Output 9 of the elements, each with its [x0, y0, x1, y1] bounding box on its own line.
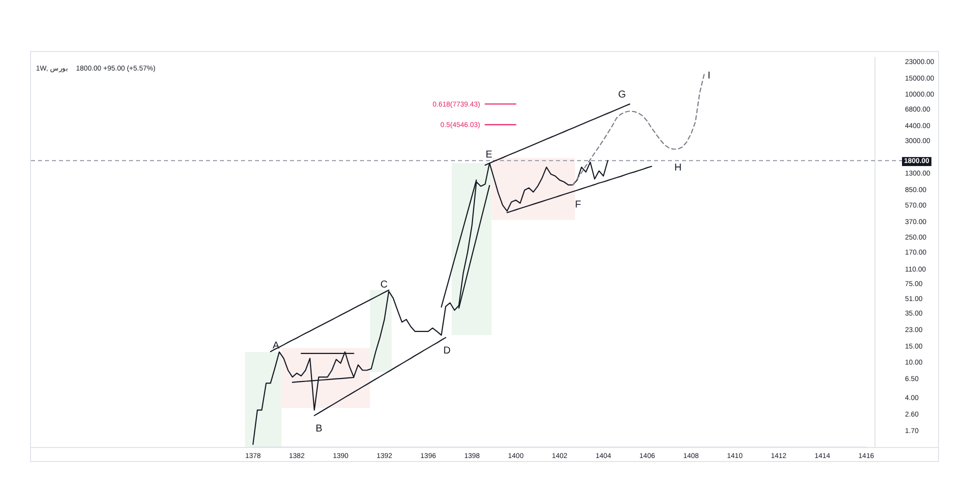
annotation: I	[708, 70, 710, 82]
annotation: C	[380, 280, 388, 290]
annotation: G	[618, 90, 626, 100]
annotation: D	[443, 346, 451, 356]
annotation: H	[674, 162, 682, 174]
annotation: F	[574, 200, 582, 210]
annotation: B	[316, 424, 323, 434]
annotation: A	[272, 340, 280, 352]
annotation: E	[486, 150, 493, 160]
